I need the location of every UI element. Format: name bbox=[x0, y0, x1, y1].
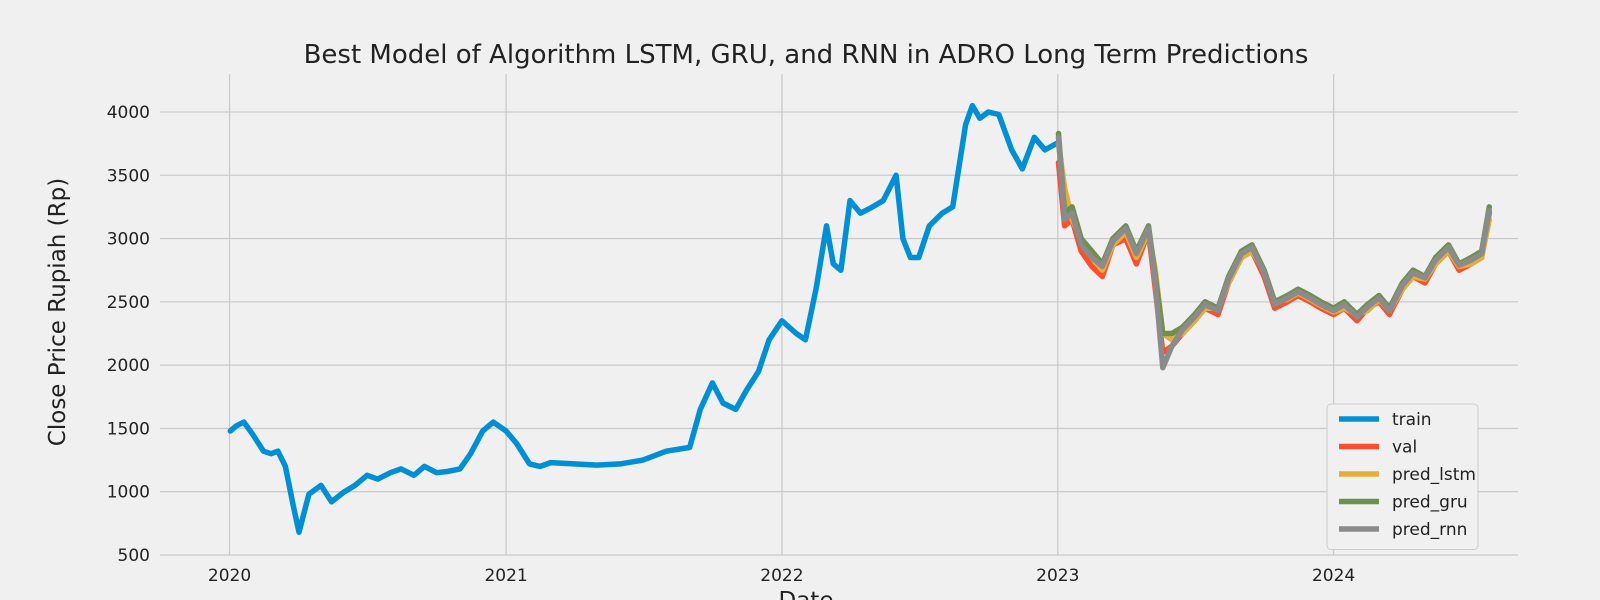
y-tick-label: 2500 bbox=[107, 293, 150, 313]
legend-box bbox=[1326, 403, 1479, 550]
x-tick-label: 2021 bbox=[484, 566, 527, 586]
y-axis-label: Close Price Rupiah (Rp) bbox=[45, 178, 71, 446]
x-tick-label: 2023 bbox=[1036, 566, 1079, 586]
legend-label: train bbox=[1392, 410, 1432, 430]
legend: train val pred_lstm pred_gru pred_rnn bbox=[1326, 403, 1479, 550]
x-axis-label: Date bbox=[779, 588, 834, 600]
tick-labels: 500 1000 1500 2000 2500 3000 3500 4000 2020 2021 2… bbox=[107, 103, 1356, 586]
grid-lines bbox=[160, 74, 1518, 556]
legend-label: pred_lstm bbox=[1392, 465, 1476, 485]
chart-title: Best Model of Algorithm LSTM, GRU, and R… bbox=[304, 40, 1309, 70]
x-tick-label: 2020 bbox=[208, 566, 251, 586]
legend-label: pred_rnn bbox=[1392, 520, 1467, 540]
series-line-pred-rnn bbox=[1055, 134, 1493, 371]
series-lines bbox=[227, 102, 1493, 535]
legend-label: val bbox=[1392, 438, 1417, 458]
y-tick-label: 500 bbox=[118, 546, 150, 566]
y-tick-label: 3500 bbox=[107, 166, 150, 186]
x-tick-label: 2022 bbox=[760, 566, 803, 586]
series-line-train bbox=[227, 102, 1060, 535]
y-tick-label: 4000 bbox=[107, 103, 150, 123]
y-tick-label: 3000 bbox=[107, 230, 150, 250]
y-tick-label: 1500 bbox=[107, 419, 150, 439]
y-tick-label: 2000 bbox=[107, 356, 150, 376]
x-tick-label: 2024 bbox=[1312, 566, 1355, 586]
legend-label: pred_gru bbox=[1392, 493, 1468, 513]
y-tick-label: 1000 bbox=[107, 483, 150, 503]
